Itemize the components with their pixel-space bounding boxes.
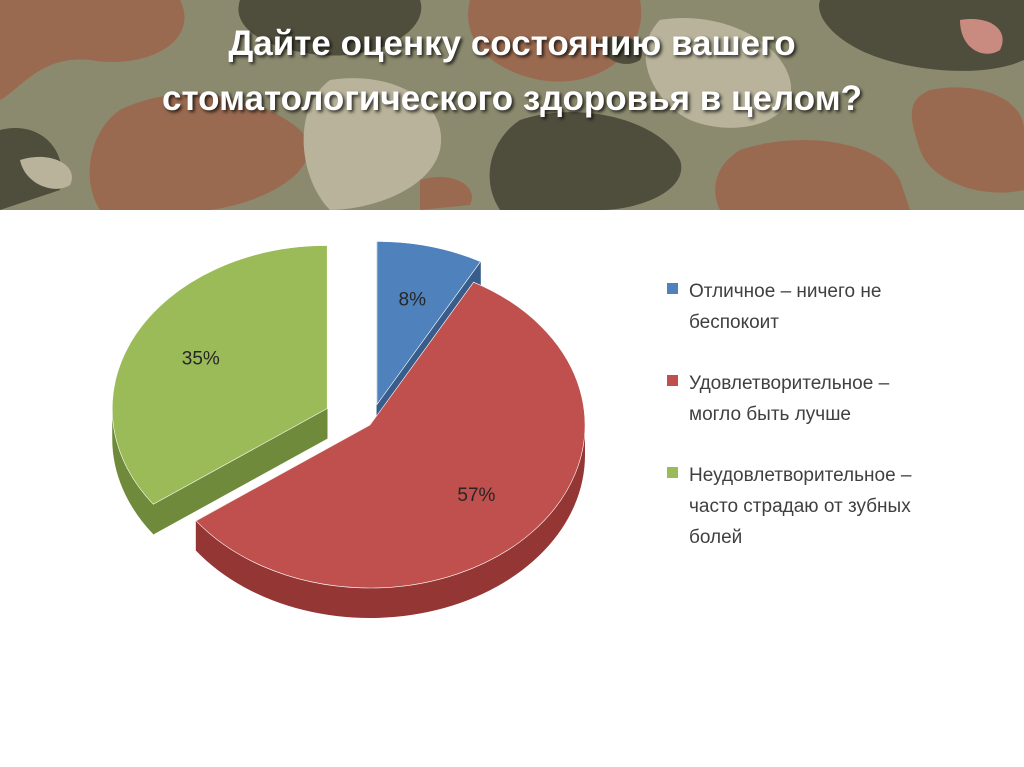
- slice-unsatisfactory: [111, 245, 328, 505]
- pie-chart-plot: 8% 57% 35%: [111, 241, 586, 618]
- legend-swatch-satisfactory: [667, 375, 678, 386]
- legend-swatch-excellent: [667, 283, 678, 294]
- slide-title-line-2: стоматологического здоровья в целом?: [162, 79, 862, 118]
- legend-label-unsatisfactory-line-1: Неудовлетворительное –: [689, 465, 912, 486]
- data-label-excellent: 8%: [399, 289, 427, 310]
- legend-label-unsatisfactory-line-3: болей: [689, 527, 743, 548]
- data-label-satisfactory: 57%: [457, 485, 495, 506]
- legend-label-satisfactory-line-1: Удовлетворительное –: [689, 373, 890, 394]
- legend-item-unsatisfactory: Неудовлетворительное – часто страдаю от …: [667, 460, 1007, 553]
- pie-chart: 8% 57% 35% Отличное – ничего не беспокоит …: [0, 210, 1024, 767]
- slice-excellent: [376, 241, 482, 406]
- legend-item-excellent: Отличное – ничего не беспокоит: [667, 276, 1007, 338]
- legend-label-unsatisfactory-line-2: часто страдаю от зубных: [689, 496, 911, 517]
- legend-swatch-unsatisfactory: [667, 467, 678, 478]
- slice-side-satisfactory: [196, 425, 585, 618]
- legend-label-excellent-line-1: Отличное – ничего не: [689, 281, 882, 302]
- camouflage-header: Дайте оценку состоянию вашего стоматолог…: [0, 0, 1024, 210]
- slide-title: Дайте оценку состоянию вашего стоматолог…: [40, 16, 984, 126]
- slice-satisfactory: [195, 281, 586, 589]
- slide-title-line-1: Дайте оценку состоянию вашего: [228, 24, 796, 63]
- legend-label-excellent-line-2: беспокоит: [689, 312, 779, 333]
- data-label-unsatisfactory: 35%: [182, 349, 220, 370]
- legend-label-satisfactory-line-2: могло быть лучше: [689, 404, 852, 425]
- chart-legend: Отличное – ничего не беспокоит Удовлетво…: [667, 276, 1007, 583]
- camouflage-background: [0, 0, 1024, 210]
- slice-side-unsatisfactory: [112, 408, 154, 535]
- legend-item-satisfactory: Удовлетворительное – могло быть лучше: [667, 368, 1007, 430]
